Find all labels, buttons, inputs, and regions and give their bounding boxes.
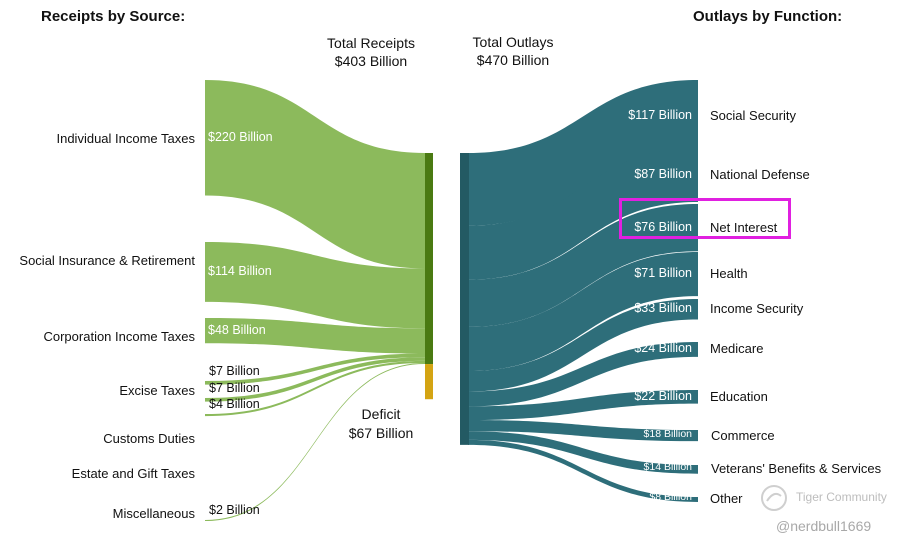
outlays-heading: Outlays by Function: xyxy=(693,8,843,25)
total-receipts-bar xyxy=(425,153,433,365)
outlay-flow-commerce xyxy=(468,420,698,442)
outlay-value-other: $8 Billion xyxy=(649,491,692,504)
outlay-function-veterans-benefits-services: Veterans' Benefits & Services xyxy=(711,461,882,477)
outlay-function-net-interest: Net Interest xyxy=(710,219,778,235)
outlay-value-income-security: $33 Billion xyxy=(634,301,692,316)
outlay-flow-health xyxy=(468,252,698,371)
receipt-flow-individual-income-taxes xyxy=(205,80,425,269)
receipt-flow-miscellaneous xyxy=(205,363,425,522)
receipt-flow-customs-duties xyxy=(205,357,425,402)
outlay-value-net-interest: $76 Billion xyxy=(634,219,692,234)
outlay-function-income-security: Income Security xyxy=(710,301,804,317)
receipt-value-social-insurance-retirement: $114 Billion xyxy=(208,263,272,278)
total-outlays-bar xyxy=(460,153,469,445)
outlay-flow-national-defense xyxy=(468,148,698,280)
outlay-value-veterans-benefits-services: $14 Billion xyxy=(643,461,692,474)
receipt-source-social-insurance-retirement: Social Insurance & Retirement xyxy=(19,253,195,268)
deficit-value: $67 Billion xyxy=(348,425,414,441)
outlay-flow-net-interest xyxy=(468,204,698,327)
receipt-value-estate-and-gift-taxes: $4 Billion xyxy=(209,397,260,411)
outlay-flow-income-security xyxy=(468,299,698,392)
outlay-function-social-security: Social Security xyxy=(710,108,796,124)
receipt-flow-social-insurance-retirement xyxy=(205,242,425,329)
outlay-function-other: Other xyxy=(710,491,743,507)
deficit-label: Deficit $67 Billion xyxy=(316,405,446,443)
receipt-source-individual-income-taxes: Individual Income Taxes xyxy=(56,131,195,146)
total-receipts-title: Total Receipts $403 Billion xyxy=(306,34,436,70)
watermark-brand: Tiger Community xyxy=(796,490,887,504)
deficit-title: Deficit xyxy=(361,406,401,422)
outlay-function-commerce: Commerce xyxy=(711,427,775,443)
tiger-logo-icon xyxy=(760,484,788,512)
outlay-value-education: $22 Billion xyxy=(634,388,692,403)
total-outlays-title: Total Outlays $470 Billion xyxy=(448,33,578,69)
total-receipts-label: Total Receipts xyxy=(327,35,415,51)
receipt-source-estate-and-gift-taxes: Estate and Gift Taxes xyxy=(71,466,195,481)
receipt-source-miscellaneous: Miscellaneous xyxy=(112,506,195,521)
receipt-value-customs-duties: $7 Billion xyxy=(209,381,260,395)
total-outlays-value: $470 Billion xyxy=(476,52,550,68)
outlay-value-commerce: $18 Billion xyxy=(643,427,692,440)
receipt-source-excise-taxes: Excise Taxes xyxy=(119,383,195,398)
receipts-heading: Receipts by Source: xyxy=(41,8,186,25)
watermark-handle: @nerdbull1669 xyxy=(776,518,872,534)
outlay-value-social-security: $117 Billion xyxy=(628,108,692,123)
outlay-value-health: $71 Billion xyxy=(634,266,692,281)
outlay-flow-education xyxy=(468,390,698,421)
receipt-flow-estate-and-gift-taxes xyxy=(205,360,425,417)
net-interest-highlight-box xyxy=(619,198,791,239)
receipt-value-miscellaneous: $2 Billion xyxy=(209,503,260,517)
outlay-flow-social-security xyxy=(468,80,698,226)
total-receipts-value: $403 Billion xyxy=(334,53,408,69)
receipt-value-corporation-income-taxes: $48 Billion xyxy=(208,322,266,337)
outlay-function-medicare: Medicare xyxy=(710,341,764,357)
outlay-function-national-defense: National Defense xyxy=(710,167,810,182)
outlay-value-national-defense: $87 Billion xyxy=(634,167,692,181)
receipt-value-excise-taxes: $7 Billion xyxy=(209,364,260,378)
outlay-flow-other xyxy=(468,439,698,502)
outlay-function-education: Education xyxy=(710,388,768,404)
outlay-value-medicare: $24 Billion xyxy=(634,341,692,356)
outlay-flow-medicare xyxy=(468,342,698,407)
receipt-source-customs-duties: Customs Duties xyxy=(103,431,195,446)
receipt-flow-excise-taxes xyxy=(205,353,425,385)
total-outlays-label: Total Outlays xyxy=(472,34,554,50)
receipt-value-individual-income-taxes: $220 Billion xyxy=(208,129,273,144)
receipt-source-corporation-income-taxes: Corporation Income Taxes xyxy=(43,329,195,344)
receipt-flow-corporation-income-taxes xyxy=(205,318,425,354)
deficit-bar xyxy=(425,364,433,400)
outlay-flow-veterans-benefits-services xyxy=(468,431,698,474)
outlay-function-health: Health xyxy=(710,266,748,282)
